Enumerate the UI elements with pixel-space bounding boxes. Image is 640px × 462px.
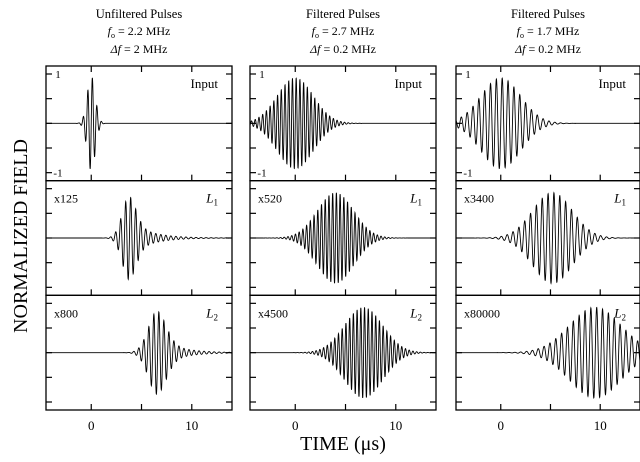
scale-factor: x520 [258, 192, 282, 206]
waveform-line [249, 77, 436, 170]
y-tick-label: -1 [463, 168, 472, 180]
param-f0: fo = 2.2 MHz [108, 24, 171, 40]
waveform-line [456, 306, 640, 399]
y-tick-label: -1 [53, 168, 62, 180]
scale-factor: x800 [54, 306, 78, 320]
column-title: Filtered Pulses [511, 7, 585, 21]
panel-3: L2 x80000 [455, 294, 640, 411]
y-tick-label: 1 [465, 69, 471, 81]
series-label: Input [395, 76, 423, 91]
panel-3: L2 x800 [45, 294, 233, 411]
column-title: Unfiltered Pulses [96, 7, 183, 21]
column-title: Filtered Pulses [306, 7, 380, 21]
y-axis-label: NORMALIZED FIELD [10, 139, 32, 333]
panel-2: L1 x3400 [455, 180, 640, 296]
series-label: L1 [205, 191, 218, 208]
param-df: Δf = 0.2 MHz [514, 42, 581, 56]
series-label: L2 [409, 305, 422, 322]
panel-1: 1 -1 Input [45, 65, 233, 182]
chart-column-2: Filtered Pulses fo = 2.7 MHz Δf = 0.2 MHz 1… [249, 7, 437, 433]
waveform-line [46, 196, 233, 281]
param-f0: fo = 1.7 MHz [517, 24, 580, 40]
x-axis-label: TIME (μs) [300, 433, 386, 455]
waveform-line [46, 310, 233, 396]
x-tick-label: 0 [292, 418, 299, 433]
x-tick-label: 10 [594, 418, 607, 433]
param-df: Δf = 0.2 MHz [309, 42, 376, 56]
waveform-line [455, 77, 640, 170]
y-tick-label: -1 [257, 168, 266, 180]
chart-column-3: Filtered Pulses fo = 1.7 MHz Δf = 0.2 MHz 1… [455, 7, 640, 433]
panel-3: L2 x4500 [249, 294, 437, 411]
param-f0: fo = 2.7 MHz [312, 24, 375, 40]
x-tick-label: 10 [389, 418, 402, 433]
panel-1: 1 -1 Input [455, 65, 640, 182]
y-tick-label: 1 [259, 69, 265, 81]
x-tick-label: 0 [498, 418, 505, 433]
x-tick-label: 0 [88, 418, 95, 433]
scale-factor: x125 [54, 192, 78, 206]
panel-2: L1 x520 [249, 180, 437, 296]
scale-factor: x4500 [258, 306, 288, 320]
x-tick-label: 10 [185, 418, 198, 433]
scale-factor: x3400 [464, 192, 494, 206]
y-tick-label: 1 [55, 69, 61, 81]
waveform-line [250, 307, 436, 399]
series-label: L2 [613, 305, 626, 322]
series-label: Input [599, 76, 627, 91]
panel-1: 1 -1 Input [249, 65, 437, 182]
series-label: L1 [409, 191, 422, 208]
series-label: L2 [205, 305, 218, 322]
waveform-line [250, 192, 436, 284]
series-label: Input [191, 76, 219, 91]
waveform-line [456, 191, 640, 285]
series-label: L1 [613, 191, 626, 208]
waveform-line [46, 77, 232, 169]
panel-2: L1 x125 [45, 180, 233, 296]
scale-factor: x80000 [464, 306, 500, 320]
chart-column-1: Unfiltered Pulses fo = 2.2 MHz Δf = 2 MHz 1… [45, 7, 233, 433]
param-df: Δf = 2 MHz [110, 42, 168, 56]
